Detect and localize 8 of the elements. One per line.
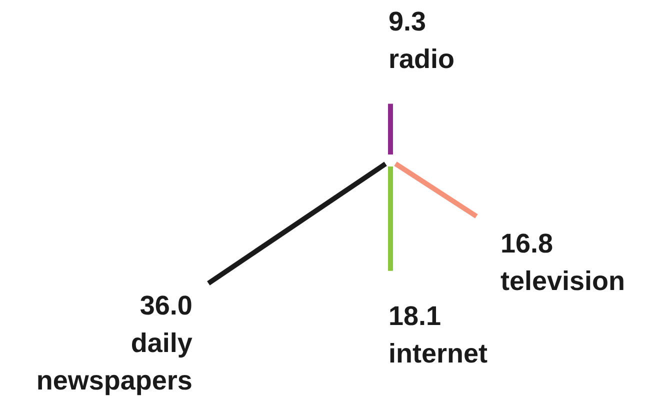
data-label: 9.3 (388, 6, 426, 36)
data-label: 16.8 (500, 228, 554, 258)
category-label: television (500, 266, 625, 296)
category-label: internet (388, 338, 488, 368)
category-label: daily newspapers (36, 328, 192, 396)
category-label: radio (388, 44, 455, 74)
data-label: 36.0 (140, 290, 192, 320)
data-label: 18.1 (388, 300, 442, 331)
